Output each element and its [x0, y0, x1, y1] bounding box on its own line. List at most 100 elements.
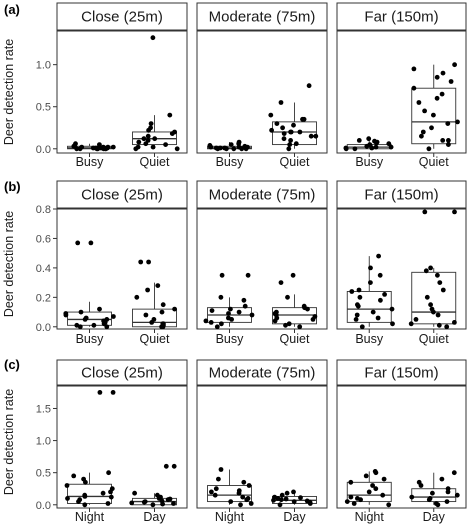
data-point	[281, 131, 287, 137]
data-point	[214, 324, 220, 330]
data-point	[381, 476, 387, 482]
data-point	[373, 486, 379, 492]
data-point	[219, 272, 225, 278]
data-point	[213, 486, 219, 492]
data-point	[439, 91, 445, 97]
facet-panel: Close (25m) Night Day	[56, 359, 188, 524]
x-category-label: Quiet	[280, 155, 310, 169]
data-point	[143, 312, 149, 318]
data-point	[422, 108, 427, 114]
data-point	[306, 83, 312, 89]
data-point	[141, 499, 147, 505]
facet-strip-label: Moderate (75m)	[209, 365, 316, 382]
data-point	[100, 490, 106, 496]
data-point	[240, 494, 246, 500]
data-point	[433, 501, 439, 506]
data-point	[272, 311, 278, 316]
data-point	[245, 272, 251, 278]
data-point	[160, 302, 166, 308]
data-point	[283, 322, 288, 328]
data-point	[208, 320, 214, 325]
data-point	[146, 127, 152, 133]
data-point	[243, 146, 249, 152]
data-point	[426, 146, 432, 152]
data-point	[445, 486, 451, 492]
data-point	[174, 146, 180, 152]
data-point	[422, 209, 428, 215]
data-point	[152, 136, 158, 142]
data-point	[283, 496, 289, 502]
data-point	[78, 309, 84, 315]
x-category-label: Night	[355, 510, 385, 524]
data-point	[444, 324, 450, 330]
y-tick-label: 0.0	[36, 500, 51, 512]
data-point	[136, 139, 142, 145]
data-point	[411, 66, 417, 72]
data-point	[440, 138, 446, 143]
data-point	[297, 324, 303, 330]
data-point	[368, 265, 373, 271]
data-point	[209, 308, 215, 313]
facet-strip-label: Close (25m)	[81, 187, 163, 204]
data-point	[150, 35, 156, 41]
data-point	[228, 499, 234, 504]
data-point	[388, 144, 394, 150]
data-point	[439, 476, 445, 482]
x-category-label: Quiet	[140, 155, 170, 169]
data-point	[389, 306, 395, 312]
data-point	[452, 209, 457, 215]
data-point	[373, 144, 379, 150]
facet-strip	[196, 2, 328, 31]
data-point	[428, 302, 433, 308]
panel-border	[56, 30, 188, 154]
panel-border	[196, 30, 328, 154]
y-tick-label: 0.2	[36, 292, 51, 304]
data-point	[81, 476, 86, 482]
data-point	[145, 287, 151, 293]
data-point	[444, 499, 450, 504]
facet-strip	[196, 180, 328, 209]
chart-row-3: (c) Deer detection rate 0.0 0.5 1.0 1.5 Close …	[2, 357, 467, 524]
data-point	[110, 390, 116, 395]
data-point	[451, 470, 457, 476]
facet-strip	[336, 359, 467, 386]
data-point	[171, 501, 176, 506]
data-point	[111, 314, 116, 319]
data-point	[435, 312, 441, 318]
data-point	[416, 479, 422, 485]
data-point	[274, 121, 280, 126]
x-category-label: Day	[423, 510, 446, 524]
data-point	[219, 321, 224, 327]
data-point	[285, 294, 290, 300]
data-point	[348, 494, 354, 500]
data-point	[434, 95, 440, 101]
data-point	[434, 74, 440, 80]
data-point	[358, 497, 363, 503]
y-tick-label: 0.0	[36, 144, 51, 156]
x-category-label: Busy	[355, 155, 384, 169]
data-point	[286, 321, 292, 327]
data-point	[71, 473, 77, 479]
x-category-label: Busy	[76, 155, 105, 169]
facet-strip	[336, 180, 467, 209]
data-point	[203, 318, 209, 324]
data-point	[74, 146, 80, 152]
data-point	[97, 306, 102, 312]
facet-panel: Moderate (75m) Night Day	[196, 359, 328, 524]
x-category-label: Busy	[216, 155, 245, 169]
data-point	[64, 483, 70, 488]
data-point	[355, 303, 361, 309]
data-point	[145, 133, 151, 139]
data-point	[380, 492, 386, 498]
data-point	[293, 141, 299, 147]
data-point	[88, 240, 94, 246]
data-point	[228, 142, 234, 148]
data-point	[440, 287, 446, 293]
x-category-label: Day	[283, 510, 306, 524]
facet-strip-label: Moderate (75m)	[209, 187, 316, 204]
data-point	[159, 498, 165, 504]
data-point	[105, 501, 111, 506]
data-point	[138, 259, 144, 265]
data-point	[304, 498, 310, 504]
facet-panel: Far (150m) Busy Quiet	[336, 180, 467, 346]
